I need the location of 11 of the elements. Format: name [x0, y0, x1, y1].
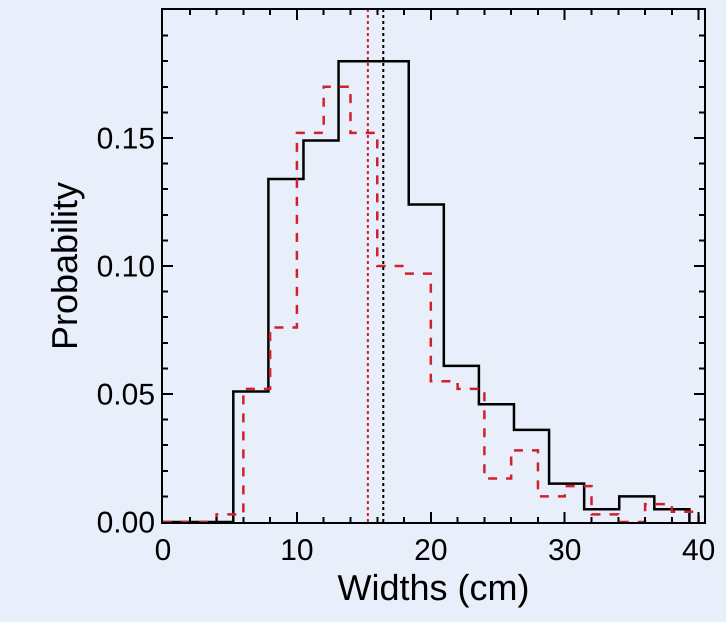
- x-tick-label: 10: [280, 534, 314, 567]
- y-tick-label: 0.10: [96, 250, 155, 284]
- x-tick-label: 20: [414, 534, 448, 567]
- y-axis-title: Probability: [44, 182, 86, 350]
- x-tick-label: 0: [154, 534, 172, 567]
- y-tick-label: 0.00: [96, 506, 155, 540]
- y-tick-label: 0.15: [96, 122, 155, 156]
- y-tick-label: 0.05: [96, 378, 155, 412]
- x-tick-label: 40: [682, 534, 716, 567]
- x-tick-label: 30: [548, 534, 582, 567]
- x-axis-title: Widths (cm): [338, 567, 530, 608]
